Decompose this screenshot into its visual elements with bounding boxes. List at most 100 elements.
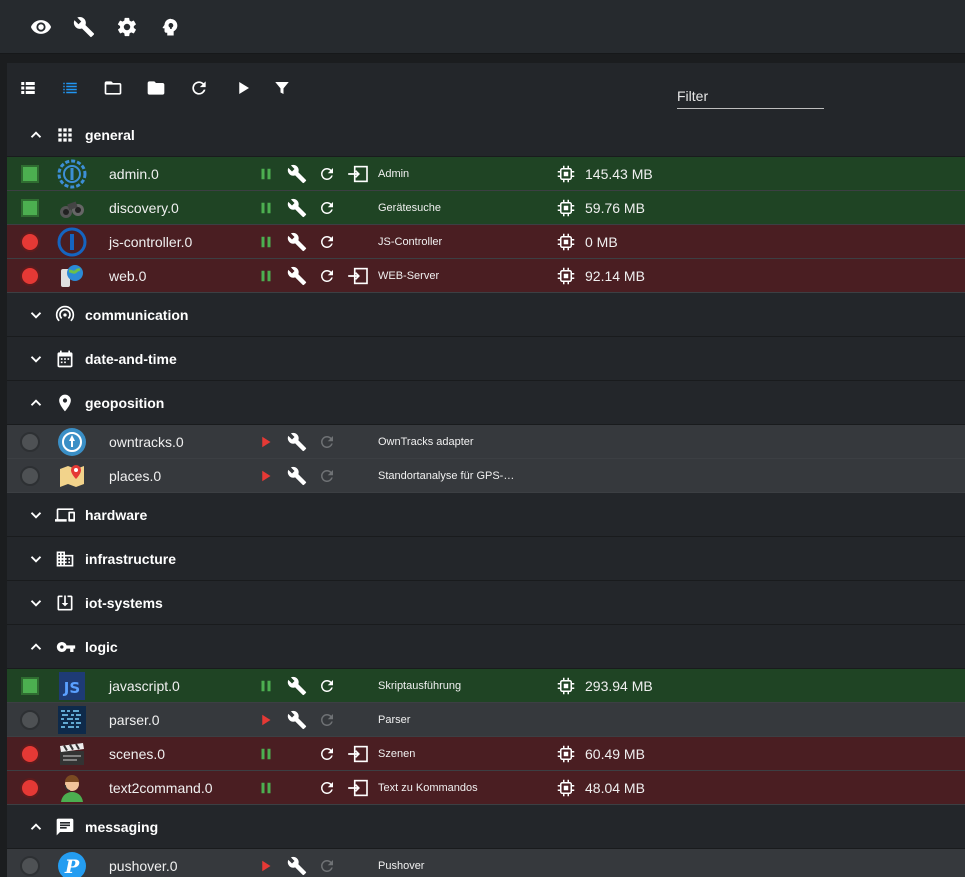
adapter-row: scenes.0 Szenen 60.49 MB [7,737,965,771]
memory-usage: 48.04 MB [585,780,645,796]
restart-button[interactable] [318,745,336,763]
category-communication[interactable]: communication [7,293,965,337]
category-hardware[interactable]: hardware [7,493,965,537]
gear-icon[interactable] [116,16,138,38]
pause-button[interactable] [257,233,275,251]
chevron-down-icon[interactable] [27,506,45,524]
memory-chip-icon [557,199,575,217]
restart-button[interactable] [318,165,336,183]
eye-icon[interactable] [30,16,52,38]
list-view-icon[interactable] [18,78,38,98]
play-button[interactable] [257,467,275,485]
chevron-up-icon[interactable] [27,818,45,836]
adapter-name: web.0 [109,268,147,284]
category-iot-systems[interactable]: iot-systems [7,581,965,625]
category-geoposition[interactable]: geoposition [7,381,965,425]
chevron-down-icon[interactable] [27,350,45,368]
category-date-and-time[interactable]: date-and-time [7,337,965,381]
pause-button[interactable] [257,165,275,183]
adapter-panel: general admin.0 Admin 145.43 MB discovery.0 G… [7,63,965,877]
open-web-button[interactable] [347,165,369,183]
adapter-name: scenes.0 [109,746,166,762]
svg-text:JS: JS [63,679,80,697]
iobroker-logo-icon [57,227,87,257]
restart-button[interactable] [318,857,336,875]
configure-button[interactable] [287,232,307,252]
adapter-row: web.0 WEB-Server 92.14 MB [7,259,965,293]
status-indicator [20,744,40,764]
adapter-description: Skriptausführung [378,680,462,692]
top-app-bar [0,0,965,54]
restart-button[interactable] [318,467,336,485]
status-indicator [21,165,39,183]
signal-icon [55,305,75,325]
funnel-icon[interactable] [272,78,292,98]
play-button[interactable] [257,433,275,451]
folder-icon[interactable] [146,78,166,98]
head-icon[interactable] [159,16,181,38]
wrench-icon[interactable] [73,16,95,38]
restart-button[interactable] [318,779,336,797]
category-general[interactable]: general [7,113,965,157]
pause-button[interactable] [257,779,275,797]
folder-open-icon[interactable] [103,78,123,98]
restart-button[interactable] [318,233,336,251]
open-web-button[interactable] [347,267,369,285]
chevron-down-icon[interactable] [27,306,45,324]
adapter-description: Admin [378,168,410,180]
configure-button[interactable] [287,266,307,286]
chevron-down-icon[interactable] [27,550,45,568]
configure-button[interactable] [287,198,307,218]
configure-button[interactable] [287,710,307,730]
play-button[interactable] [257,857,275,875]
adapter-row: parser.0 Parser [7,703,965,737]
status-indicator [20,778,40,798]
pause-button[interactable] [257,745,275,763]
pushover-logo-icon: P [57,851,87,877]
configure-button[interactable] [287,432,307,452]
memory-chip-icon [557,267,575,285]
js-logo-icon: JS [57,671,87,701]
adapter-row: discovery.0 Gerätesuche 59.76 MB [7,191,965,225]
pause-button[interactable] [257,267,275,285]
configure-button[interactable] [287,164,307,184]
adapter-description: OwnTracks adapter [378,436,474,448]
pause-button[interactable] [257,199,275,217]
adapter-name: owntracks.0 [109,434,184,450]
category-infrastructure[interactable]: infrastructure [7,537,965,581]
chevron-up-icon[interactable] [27,638,45,656]
adapter-toolbar [7,63,965,113]
filter-field[interactable] [677,85,824,109]
download-box-icon [55,593,75,613]
category-logic[interactable]: logic [7,625,965,669]
memory-usage: 92.14 MB [585,268,645,284]
category-label: hardware [85,507,148,523]
owntracks-logo-icon [57,427,87,457]
configure-button[interactable] [287,856,307,876]
chevron-up-icon[interactable] [27,126,45,144]
adapter-row: JS javascript.0 Skriptausführung 293.94 MB [7,669,965,703]
chevron-down-icon[interactable] [27,594,45,612]
play-button[interactable] [257,711,275,729]
restart-button[interactable] [318,199,336,217]
category-messaging[interactable]: messaging [7,805,965,849]
configure-button[interactable] [287,466,307,486]
category-label: logic [85,639,118,655]
adapter-name: pushover.0 [109,858,178,874]
restart-button[interactable] [318,433,336,451]
chevron-up-icon[interactable] [27,394,45,412]
refresh-icon[interactable] [189,78,209,98]
compact-list-icon[interactable] [60,78,80,98]
pause-button[interactable] [257,677,275,695]
play-icon[interactable] [233,78,253,98]
restart-button[interactable] [318,711,336,729]
filter-input[interactable] [677,85,824,107]
memory-chip-icon [557,677,575,695]
memory-chip-icon [557,165,575,183]
open-web-button[interactable] [347,779,369,797]
restart-button[interactable] [318,267,336,285]
category-label: messaging [85,819,159,835]
configure-button[interactable] [287,676,307,696]
open-web-button[interactable] [347,745,369,763]
restart-button[interactable] [318,677,336,695]
